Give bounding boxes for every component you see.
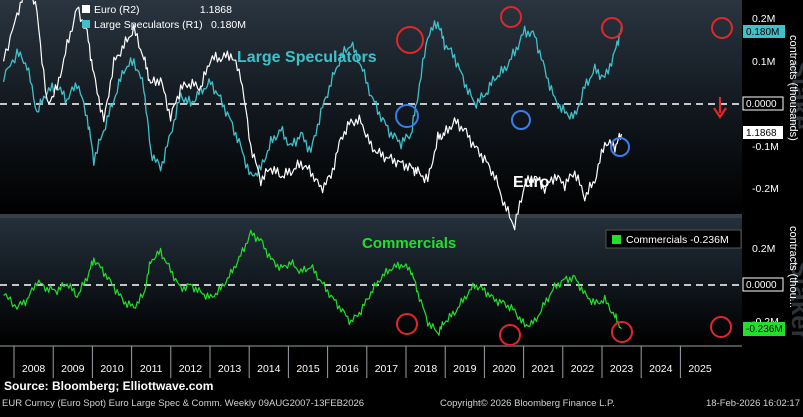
axis-tick-top-3: -0.1M: [752, 141, 779, 153]
footer-source: Source: Bloomberg; Elliottwave.com: [4, 379, 214, 393]
x-axis-label-2011: 2011: [140, 363, 163, 375]
x-axis-label-2016: 2016: [336, 363, 360, 375]
x-axis-label-2008: 2008: [22, 363, 46, 375]
value-tag-commercials-bg: [743, 322, 785, 336]
x-axis-label-2014: 2014: [257, 363, 281, 375]
value-tag-euro-bg: [743, 126, 783, 139]
red-circle-spec-2026: [711, 17, 733, 39]
series-line-euro: [3, 0, 623, 231]
x-axis-label-2010: 2010: [100, 363, 124, 375]
axis-tick-top-1: 0.1M: [752, 56, 775, 68]
bottom-axis-title: contracts (thou...: [787, 226, 799, 308]
footer-timestamp: 18-Feb-2026 16:02:17: [705, 398, 800, 409]
red-circle-comm-2018: [396, 313, 418, 335]
legend-swatch-commercials: [612, 235, 621, 244]
bottom-legend: Commercials -0.236M: [605, 229, 742, 249]
annotation-large-speculators: Large Speculators: [237, 49, 377, 66]
top-legend: Euro (R2) 1.1868 Large Speculators (R1) …: [82, 4, 246, 31]
x-axis-label-2025: 2025: [688, 363, 712, 375]
blue-circle-euro-2018: [395, 104, 419, 128]
legend-value-large-speculators: 0.180M: [211, 19, 246, 31]
x-axis-label-2015: 2015: [296, 363, 320, 375]
watermark-top: Stake: [786, 60, 803, 129]
red-circle-comm-2023: [611, 321, 633, 343]
axis-tick-bottom-0: 0.2M: [752, 243, 775, 255]
legend-value-euro: 1.1868: [200, 4, 232, 16]
value-tag-commercials: -0.236M: [746, 324, 783, 335]
annotation-euro: Euro: [513, 174, 550, 191]
legend-label-commercials: Commercials -0.236M: [626, 234, 729, 246]
legend-swatch-large-speculators: [82, 20, 90, 28]
blue-circle-euro-2023: [610, 137, 630, 157]
legend-label-euro: Euro (R2): [94, 4, 140, 16]
watermark-bottom: Staker: [786, 260, 803, 340]
x-axis-label-2024: 2024: [649, 363, 673, 375]
value-tag-zero-bottom: 0.0000: [746, 280, 777, 291]
red-circle-spec-2018: [396, 26, 424, 54]
axis-tick-top-4: -0.2M: [752, 183, 779, 195]
x-axis-label-2013: 2013: [218, 363, 242, 375]
series-line-commercials: [3, 229, 622, 336]
x-axis-label-2023: 2023: [610, 363, 634, 375]
legend-label-large-speculators: Large Speculators (R1): [94, 19, 203, 31]
value-tag-euro: 1.1868: [746, 128, 777, 139]
legend-swatch-euro: [82, 5, 90, 13]
x-axis-area: [0, 345, 742, 378]
blue-circle-euro-2021: [511, 110, 531, 130]
red-circle-spec-2023: [601, 17, 623, 39]
x-axis-label-2020: 2020: [492, 363, 516, 375]
top-value-tags: 0.180M 0.0000 1.1868: [742, 25, 785, 139]
value-tag-speculators-bg: [743, 25, 785, 38]
x-axis-ticks: 2008 2009 2010 2011 2012 2013 2014 2015 2016 2017…: [13, 346, 712, 378]
x-axis-label-2021: 2021: [532, 363, 556, 375]
footer-description: EUR Curncy (Euro Spot) Euro Large Spec &…: [2, 398, 365, 409]
value-tag-zero-top: 0.0000: [746, 99, 777, 110]
footer-info-row: EUR Curncy (Euro Spot) Euro Large Spec &…: [0, 398, 803, 412]
top-axis-title: contracts (thousands): [787, 35, 799, 141]
x-axis-label-2009: 2009: [61, 363, 85, 375]
top-panel-background: [0, 0, 742, 214]
series-line-large-speculators: [2, 20, 623, 177]
top-right-axis: 0.2M 0.1M -0.1M -0.2M: [752, 13, 779, 195]
annotation-commercials: Commercials: [362, 235, 456, 252]
value-tag-zero-bottom-bg: [742, 277, 784, 292]
footer-copyright: Copyright© 2026 Bloomberg Finance L.P.: [440, 398, 615, 409]
red-down-arrow-icon: [713, 97, 727, 119]
bottom-legend-box: [605, 229, 742, 249]
bottom-value-tags: 0.0000 -0.236M: [742, 277, 785, 336]
axis-tick-top-0: 0.2M: [752, 13, 775, 25]
red-circle-spec-2020: [500, 6, 522, 28]
x-axis-label-2012: 2012: [179, 363, 203, 375]
value-tag-zero-top-bg: [742, 96, 784, 111]
x-axis-label-2019: 2019: [453, 363, 477, 375]
red-circle-comm-2026: [710, 316, 732, 338]
x-axis-label-2018: 2018: [414, 363, 438, 375]
x-axis-label-2022: 2022: [571, 363, 595, 375]
value-tag-speculators: 0.180M: [746, 27, 779, 38]
panel-divider: [0, 214, 803, 218]
x-axis-label-2017: 2017: [375, 363, 399, 375]
highlight-circles: [395, 6, 733, 346]
